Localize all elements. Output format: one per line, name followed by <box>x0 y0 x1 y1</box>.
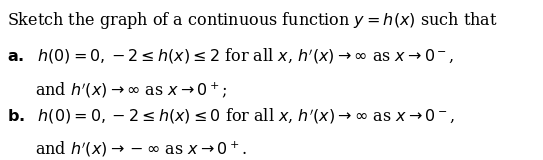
Text: Sketch the graph of a continuous function $y = h(x)$ such that: Sketch the graph of a continuous functio… <box>7 10 497 31</box>
Text: and $h^{\prime}(x) \rightarrow -\infty$ as $x \rightarrow 0^+$.: and $h^{\prime}(x) \rightarrow -\infty$ … <box>35 140 247 159</box>
Text: $\mathbf{a.}$  $h(0) = 0, -2 \leq h(x) \leq 2$ for all $x$, $h^{\prime}(x) \righ: $\mathbf{a.}$ $h(0) = 0, -2 \leq h(x) \l… <box>7 46 454 65</box>
Text: and $h^{\prime}(x) \rightarrow \infty$ as $x \rightarrow 0^+$;: and $h^{\prime}(x) \rightarrow \infty$ a… <box>35 81 228 100</box>
Text: $\mathbf{b.}$  $h(0) = 0, -2 \leq h(x) \leq 0$ for all $x$, $h^{\prime}(x) \righ: $\mathbf{b.}$ $h(0) = 0, -2 \leq h(x) \l… <box>7 106 454 126</box>
